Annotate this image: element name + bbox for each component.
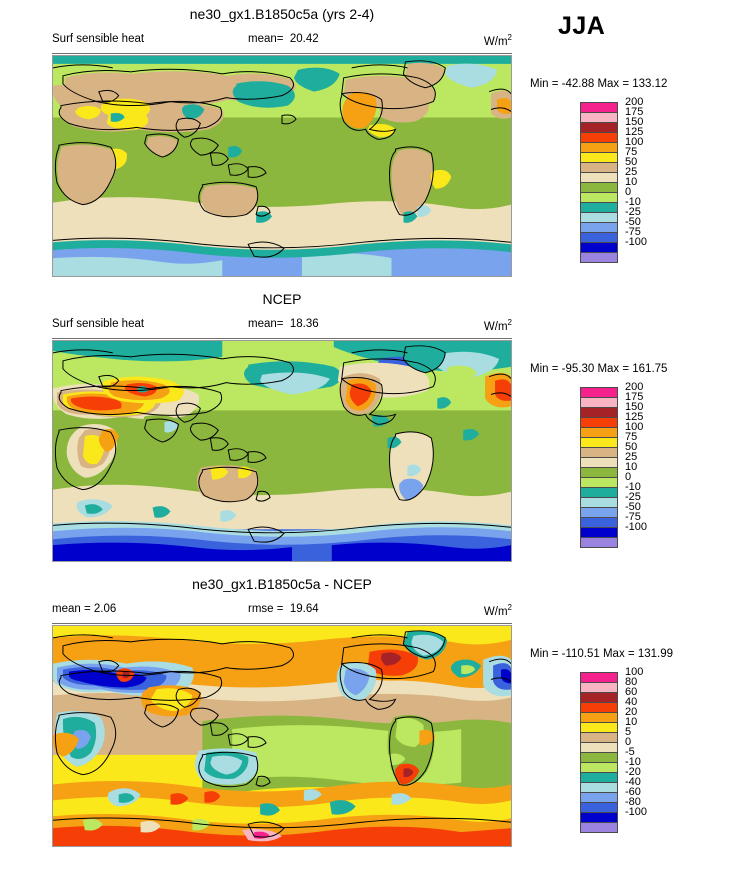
colorbar-tick-label: 150 [625, 401, 644, 413]
panel-subhead: Surf sensible heat mean= 20.42 W/m2 [52, 33, 512, 51]
colorbar-tick-label: 200 [625, 381, 644, 393]
colorbar-tick-label: 10 [625, 716, 638, 728]
colorbar-tick-label: -10 [625, 481, 641, 493]
panel-rule [52, 53, 512, 54]
panel-rule [52, 338, 512, 339]
colorbar-tick-label: 0 [625, 736, 632, 748]
colorbar-tick-label: 0 [625, 471, 632, 483]
colorbar-tick-label: 125 [625, 126, 644, 138]
panel-mean-label: mean= 18.36 [248, 318, 319, 330]
colorbar-tick-label: -25 [625, 491, 641, 503]
colorbar-tick-label: 10 [625, 176, 638, 188]
colorbar-tick-label: -100 [625, 806, 648, 818]
colorbar-tick-label: 75 [625, 146, 638, 158]
colorbar: 200 175 150 125 100 75 50 25 10 0 -10 -25 -50 -75 -100 [580, 381, 647, 548]
colorbar-tick-label: 40 [625, 696, 638, 708]
map-obs [52, 340, 512, 562]
colorbar-tick-label: 100 [625, 136, 644, 148]
colorbar-swatch: 150 [580, 116, 643, 133]
panel-units-label: W/m2 [483, 318, 512, 333]
colorbar: 100 80 60 40 20 10 5 0 -5 -10 -20 -40 -60 -80 -100 [580, 666, 647, 833]
panel-units-label: W/m2 [483, 33, 512, 48]
panel-subhead: Surf sensible heat mean= 18.36 W/m2 [52, 318, 512, 336]
panel-mean-label: mean = 2.06 [52, 603, 117, 615]
colorbar-tick-label: 150 [625, 116, 644, 128]
colorbar-tick-label: -50 [625, 501, 641, 513]
colorbar-tick-label: 25 [625, 451, 638, 463]
minmax-label: Min = -95.30 Max = 161.75 [530, 363, 668, 375]
colorbar-tick-label: 100 [625, 421, 644, 433]
colorbar-tick-label: -10 [625, 196, 641, 208]
colorbar-tick-label: 80 [625, 676, 638, 688]
colorbar-tick-label: -40 [625, 776, 641, 788]
panel-units-label: W/m2 [483, 603, 512, 618]
panel-rmse-label: rmse = 19.64 [248, 603, 319, 615]
colorbar-tick-label: -80 [625, 796, 641, 808]
panel-title: NCEP [262, 291, 302, 307]
colorbar-tick-label: 50 [625, 441, 638, 453]
colorbar-tick-label: -5 [625, 746, 635, 758]
minmax-label: Min = -42.88 Max = 133.12 [530, 78, 668, 90]
season-label: JJA [558, 12, 606, 40]
map-model [52, 55, 512, 277]
colorbar-tick-label: 10 [625, 461, 638, 473]
colorbar-tick-label: -100 [625, 236, 648, 248]
colorbar-swatch [580, 252, 618, 263]
colorbar-tick-label: -20 [625, 766, 641, 778]
panel-variable-label: Surf sensible heat [52, 33, 145, 45]
panel-title: ne30_gx1.B1850c5a (yrs 2-4) [189, 6, 375, 22]
colorbar-tick-label: -10 [625, 756, 641, 768]
colorbar-tick-label: 0 [625, 186, 632, 198]
colorbar-tick-label: 5 [625, 726, 632, 738]
colorbar-tick-label: -75 [625, 511, 641, 523]
colorbar-tick-label: 60 [625, 686, 638, 698]
colorbar: 200 175 150 125 100 75 50 25 10 0 -10 -25 -50 -75 -100 [580, 96, 647, 263]
panel-variable-label: Surf sensible heat [52, 318, 145, 330]
map-difference [52, 625, 512, 847]
panel-title: ne30_gx1.B1850c5a - NCEP [192, 576, 372, 592]
colorbar-tick-label: 200 [625, 96, 644, 108]
colorbar-swatch [580, 822, 618, 833]
colorbar-swatch [580, 537, 618, 548]
colorbar-tick-label: 50 [625, 156, 638, 168]
minmax-label: Min = -110.51 Max = 131.99 [530, 648, 673, 660]
colorbar-tick-label: 75 [625, 431, 638, 443]
colorbar-tick-label: -60 [625, 786, 641, 798]
colorbar-swatch: -50 [580, 216, 641, 233]
colorbar-tick-label: 175 [625, 106, 644, 118]
colorbar-tick-label: -25 [625, 206, 641, 218]
colorbar-tick-label: 175 [625, 391, 644, 403]
colorbar-tick-label: 25 [625, 166, 638, 178]
panel-mean-label: mean= 20.42 [248, 33, 319, 45]
colorbar-tick-label: 125 [625, 411, 644, 423]
colorbar-tick-label: -75 [625, 226, 641, 238]
panel-subhead: mean = 2.06 rmse = 19.64 W/m2 [52, 603, 512, 621]
panel-rule [52, 623, 512, 624]
colorbar-tick-label: -50 [625, 216, 641, 228]
colorbar-tick-label: 100 [625, 666, 644, 678]
colorbar-tick-label: 20 [625, 706, 638, 718]
colorbar-tick-label: -100 [625, 521, 648, 533]
